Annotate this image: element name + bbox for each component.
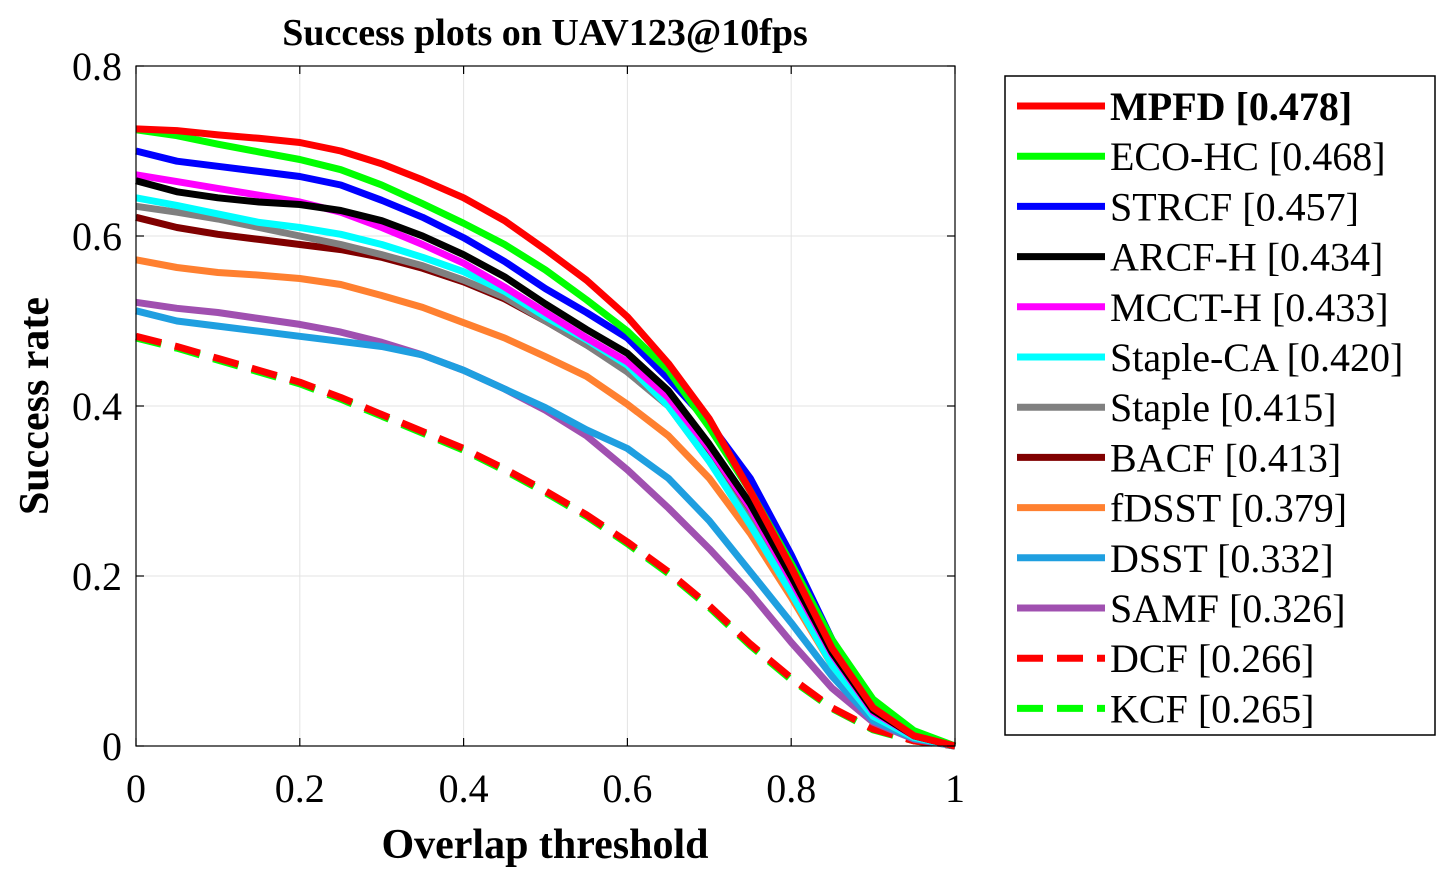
x-tick-label: 0.8 (766, 766, 816, 811)
plot-area: 0 0.2 0.4 0.6 0.8 1 0 0.2 0.4 0.6 0.8 (72, 44, 965, 811)
series-line-mpfd (135, 125, 956, 750)
legend-label-mpfd: MPFD [0.478] (1110, 84, 1352, 129)
legend-label-staple: Staple [0.415] (1110, 385, 1337, 430)
x-tick-label: 1 (945, 766, 965, 811)
y-axis-label: Success rate (12, 297, 58, 515)
series-line-staple-ca (135, 194, 956, 750)
y-tick-label: 0 (102, 724, 122, 769)
chart-title: Success plots on UAV123@10fps (282, 12, 808, 54)
legend-label-staple-ca: Staple-CA [0.420] (1110, 335, 1403, 380)
legend-label-bacf: BACF [0.413] (1110, 435, 1341, 480)
y-tick-label: 0.6 (72, 214, 122, 259)
legend-label-fdsst: fDSST [0.379] (1110, 486, 1347, 531)
series-line-dcf (135, 332, 956, 750)
legend-label-kcf: KCF [0.265] (1110, 686, 1314, 731)
x-tick-label: 0.2 (275, 766, 325, 811)
y-tick-label: 0.4 (72, 384, 122, 429)
x-tick-label: 0 (126, 766, 146, 811)
legend-label-samf: SAMF [0.326] (1110, 586, 1346, 631)
x-tick-label: 0.6 (602, 766, 652, 811)
legend-label-eco-hc: ECO-HC [0.468] (1110, 134, 1386, 179)
legend: MPFD [0.478] ECO-HC [0.468] STRCF [0.457] A… (1004, 75, 1436, 736)
y-tick-label: 0.2 (72, 554, 122, 599)
legend-label-arcf-h: ARCF-H [0.434] (1110, 235, 1383, 280)
legend-label-mcct-h: MCCT-H [0.433] (1110, 285, 1389, 330)
legend-label-strcf: STRCF [0.457] (1110, 184, 1359, 229)
x-tick-label: 0.4 (439, 766, 489, 811)
legend-label-dcf: DCF [0.266] (1110, 636, 1314, 681)
series-line-dsst (135, 307, 956, 750)
legend-label-dsst: DSST [0.332] (1110, 536, 1334, 581)
y-tick-label: 0.8 (72, 44, 122, 89)
x-axis-label: Overlap threshold (381, 822, 708, 868)
